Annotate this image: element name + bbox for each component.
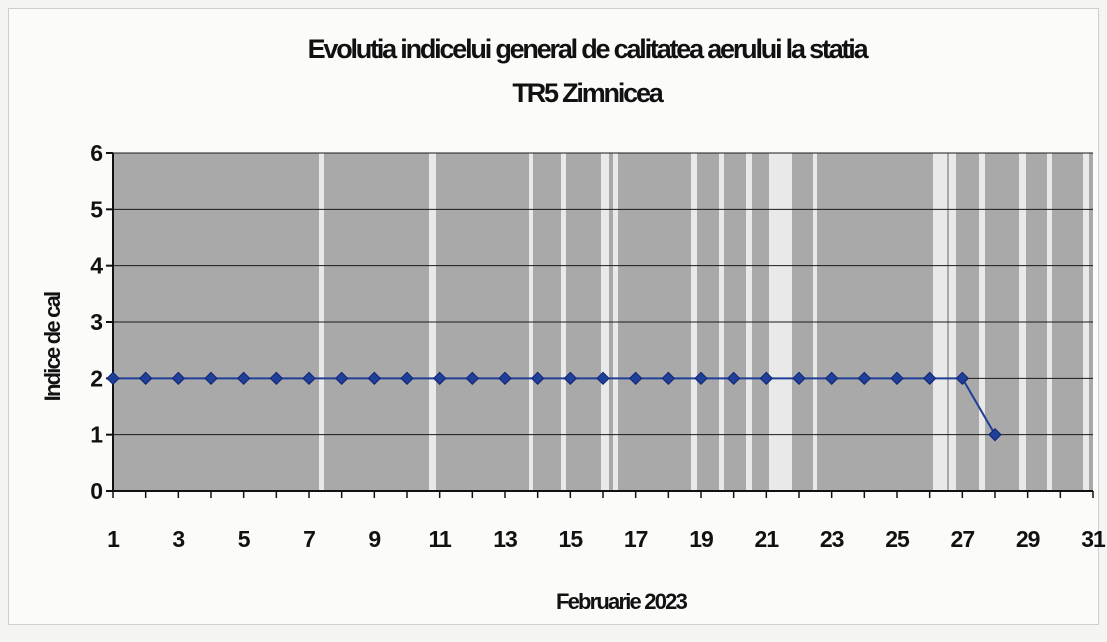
y-tick-label: 1 [90, 422, 103, 448]
y-tick-label: 6 [90, 140, 102, 166]
y-axis-label: Indice de cal [40, 292, 65, 401]
data-point-marker [922, 371, 937, 386]
y-tick-labels: 0 1 2 3 4 5 6 [90, 140, 104, 504]
x-tick-label: 1 [107, 526, 120, 552]
data-point-marker [596, 371, 610, 386]
data-point-marker [759, 371, 774, 386]
x-tick-label: 15 [559, 526, 584, 552]
data-point-marker [628, 371, 643, 386]
data-point-marker [792, 371, 806, 386]
x-tick-label: 23 [820, 526, 844, 552]
data-point-marker [530, 371, 545, 386]
x-tick-label: 9 [368, 526, 380, 552]
data-point-marker [171, 371, 186, 386]
data-point-marker [563, 371, 578, 386]
data-point-marker [726, 371, 741, 386]
data-point-marker [498, 371, 512, 386]
y-tick-label: 3 [90, 309, 102, 335]
data-point-marker [106, 371, 120, 386]
series-group [106, 371, 1002, 442]
data-point-marker [400, 371, 414, 386]
data-point-marker [236, 371, 251, 386]
chart-svg: Evolutia indicelui general de calitatea … [40, 34, 1107, 614]
y-tick-label: 0 [90, 478, 102, 504]
x-tick-label: 31 [1081, 526, 1106, 552]
series-line [113, 377, 996, 436]
y-tick-label: 4 [90, 253, 103, 279]
data-point-marker [465, 371, 480, 386]
x-tick-label: 27 [951, 526, 975, 552]
x-tick-label: 7 [303, 526, 315, 552]
chart-title-line2: TR5 Zimnicea [512, 78, 664, 108]
x-tick-label: 25 [885, 526, 910, 552]
data-point-marker [334, 371, 349, 386]
y-tick-label: 5 [90, 196, 103, 222]
axes [106, 152, 1094, 498]
data-point-marker [204, 371, 218, 386]
data-point-marker [302, 371, 316, 386]
x-tick-labels: 1 3 5 7 9 11 13 15 17 19 21 23 25 27 29 31 [107, 526, 1107, 552]
x-axis-label: Februarie 2023 [556, 589, 688, 614]
data-point-marker [432, 371, 447, 386]
x-tick-label: 5 [238, 526, 251, 552]
data-point-marker [824, 371, 839, 386]
x-tick-label: 29 [1016, 526, 1040, 552]
x-tick-label: 3 [172, 526, 184, 552]
chart-title-line1: Evolutia indicelui general de calitatea … [308, 34, 870, 64]
data-point-marker [661, 371, 676, 386]
data-point-marker [269, 371, 284, 386]
data-point-marker [138, 371, 153, 386]
x-tick-label: 11 [429, 526, 453, 552]
chart-frame: Evolutia indicelui general de calitatea … [8, 8, 1107, 625]
x-tick-label: 19 [689, 526, 713, 552]
data-point-marker [694, 371, 708, 386]
data-point-marker [988, 427, 1002, 442]
data-point-marker [367, 371, 382, 386]
x-tick-label: 21 [755, 526, 780, 552]
x-tick-label: 13 [493, 526, 517, 552]
x-tick-label: 17 [624, 526, 648, 552]
data-point-marker [857, 371, 872, 386]
data-point-marker [955, 371, 970, 386]
data-point-marker [890, 371, 904, 386]
y-tick-label: 2 [90, 365, 102, 391]
